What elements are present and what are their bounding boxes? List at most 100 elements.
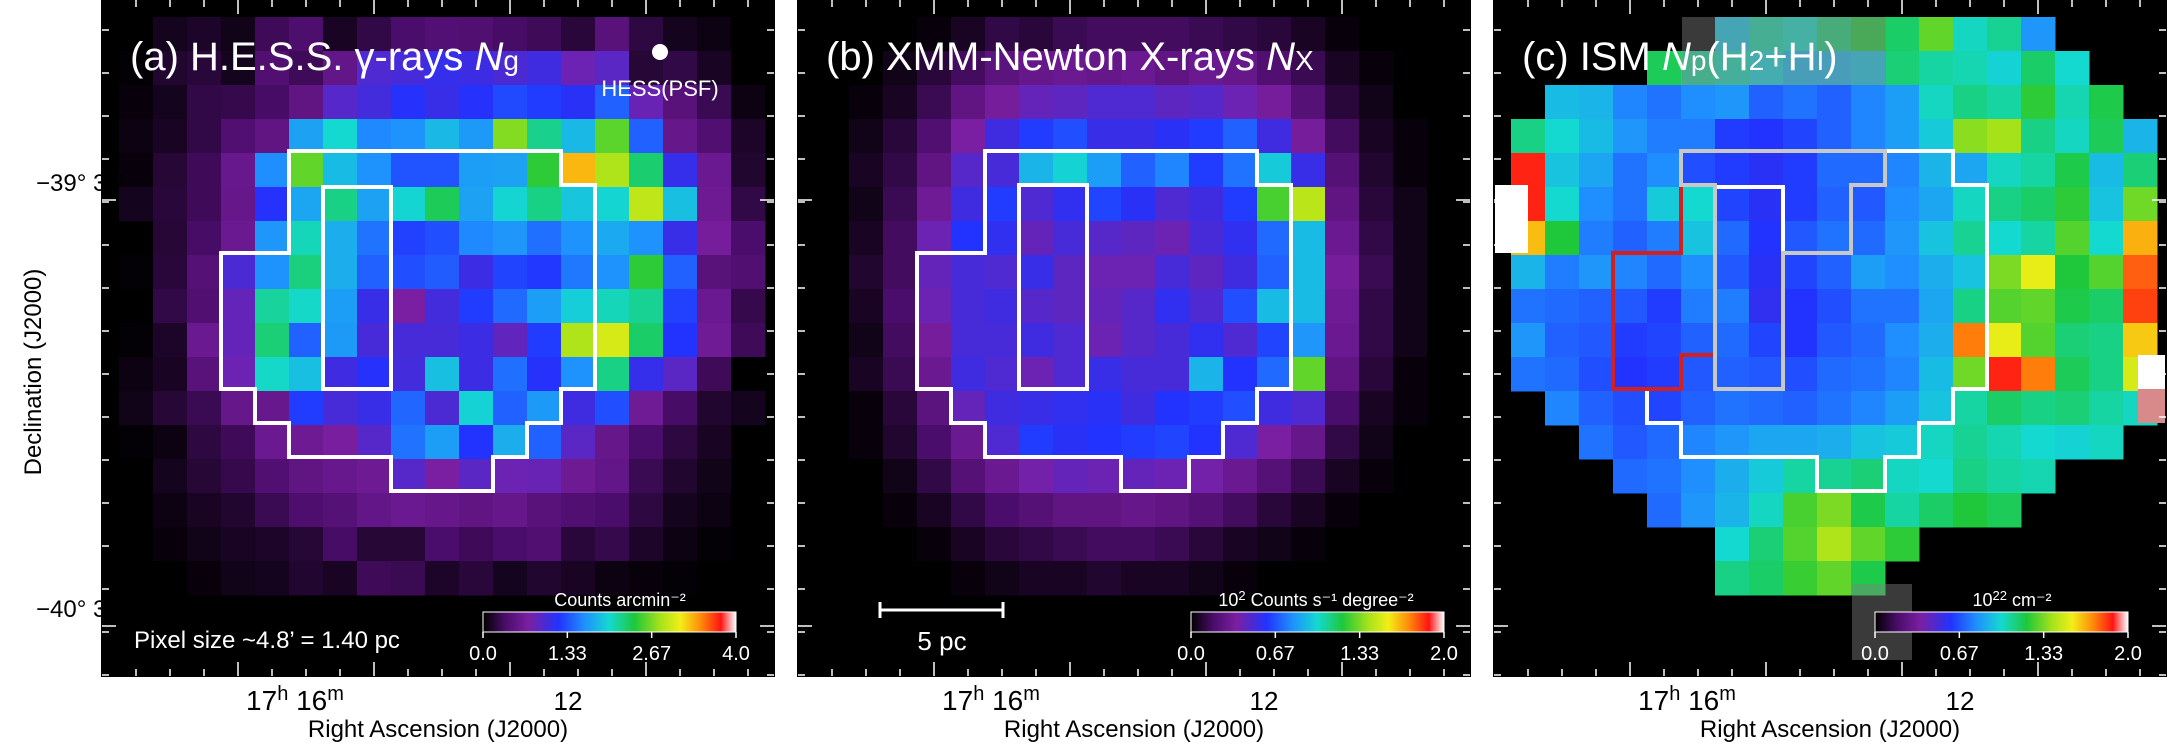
heatmap-cell <box>153 153 188 188</box>
heatmap-cell <box>1987 51 2022 86</box>
heatmap-cell <box>2021 391 2056 426</box>
heatmap-cell <box>1545 119 1580 154</box>
heatmap-cell <box>985 323 1020 358</box>
heatmap-cell <box>323 153 358 188</box>
heatmap-cell <box>1155 527 1190 562</box>
heatmap-cell <box>1817 561 1852 596</box>
panel-b-axis-ticks <box>798 0 1470 676</box>
heatmap-cell <box>1393 323 1428 358</box>
heatmap-cell <box>1919 221 1954 256</box>
heatmap-cell <box>221 561 256 596</box>
heatmap-cell <box>595 187 630 222</box>
heatmap-cell <box>1681 459 1716 494</box>
heatmap-cell <box>1783 561 1818 596</box>
heatmap-cell <box>1783 493 1818 528</box>
heatmap-cell <box>1121 561 1156 596</box>
heatmap-cell <box>1427 51 1462 86</box>
heatmap-cell <box>1121 425 1156 460</box>
heatmap-cell <box>1987 357 2022 392</box>
heatmap-cell <box>493 17 528 52</box>
heatmap-cell <box>1155 493 1190 528</box>
heatmap-cell <box>2089 119 2124 154</box>
heatmap-cell <box>1953 323 1988 358</box>
heatmap-cell <box>255 323 290 358</box>
heatmap-cell <box>357 51 392 86</box>
heatmap-cell <box>849 153 884 188</box>
heatmap-cell <box>391 493 426 528</box>
heatmap-cell <box>629 425 664 460</box>
heatmap-cell <box>1019 391 1054 426</box>
heatmap-cell <box>1715 493 1750 528</box>
heatmap-cell <box>883 51 918 86</box>
heatmap-cell <box>2055 85 2090 120</box>
heatmap-cell <box>1223 323 1258 358</box>
heatmap-cell <box>1325 187 1360 222</box>
heatmap-cell <box>527 493 562 528</box>
heatmap-cell <box>1579 425 1614 460</box>
heatmap-cell <box>1223 187 1258 222</box>
heatmap-cell <box>493 153 528 188</box>
panel-c-top-overlay <box>1682 17 1886 85</box>
heatmap-cell <box>1121 85 1156 120</box>
heatmap-cell <box>289 459 324 494</box>
panel-b-colorbar-bar <box>1190 611 1445 633</box>
heatmap-cell <box>1223 17 1258 52</box>
heatmap-cell <box>1087 17 1122 52</box>
heatmap-cell <box>323 459 358 494</box>
heatmap-cell <box>2089 357 2124 392</box>
heatmap-cell <box>1257 85 1292 120</box>
heatmap-cell <box>1155 51 1190 86</box>
heatmap-cell <box>323 85 358 120</box>
heatmap-cell <box>1817 85 1852 120</box>
heatmap-cell <box>697 459 732 494</box>
heatmap-cell <box>1647 221 1682 256</box>
heatmap-cell <box>1579 357 1614 392</box>
heatmap-cell <box>2021 459 2056 494</box>
heatmap-cell <box>731 391 766 426</box>
heatmap-cell <box>1545 289 1580 324</box>
heatmap-cell <box>119 153 154 188</box>
heatmap-cell <box>1393 425 1428 460</box>
heatmap-cell <box>1987 459 2022 494</box>
heatmap-cell <box>1427 85 1462 120</box>
heatmap-cell <box>1053 119 1088 154</box>
heatmap-cell <box>323 289 358 324</box>
heatmap-cell <box>849 459 884 494</box>
heatmap-cell <box>1579 85 1614 120</box>
heatmap-cell <box>1613 119 1648 154</box>
heatmap-cell <box>1189 85 1224 120</box>
heatmap-cell <box>1427 153 1462 188</box>
heatmap-cell <box>1953 17 1988 52</box>
heatmap-cell <box>391 323 426 358</box>
colorbar-tick-label: 0.0 <box>1861 643 1889 665</box>
heatmap-cell <box>1783 221 1818 256</box>
heatmap-cell <box>323 255 358 290</box>
y-axis-label-text: Declination (J2000) <box>20 268 47 476</box>
heatmap-cell <box>493 425 528 460</box>
heatmap-cell <box>917 459 952 494</box>
heatmap-cell <box>1427 459 1462 494</box>
heatmap-cell <box>1121 51 1156 86</box>
heatmap-cell <box>985 85 1020 120</box>
heatmap-cell <box>1393 119 1428 154</box>
heatmap-cell <box>221 357 256 392</box>
heatmap-cell <box>1545 357 1580 392</box>
heatmap-cell <box>1325 391 1360 426</box>
heatmap-cell <box>951 51 986 86</box>
heatmap-cell <box>527 357 562 392</box>
heatmap-cell <box>1919 17 1954 52</box>
heatmap-cell <box>815 459 850 494</box>
heatmap-cell <box>917 221 952 256</box>
heatmap-cell <box>391 459 426 494</box>
heatmap-cell <box>985 391 1020 426</box>
heatmap-cell <box>527 459 562 494</box>
heatmap-cell <box>2123 187 2158 222</box>
heatmap-cell <box>459 527 494 562</box>
heatmap-cell <box>1817 425 1852 460</box>
heatmap-cell <box>255 255 290 290</box>
heatmap-cell <box>493 187 528 222</box>
heatmap-cell <box>1291 323 1326 358</box>
heatmap-cell <box>1121 255 1156 290</box>
heatmap-cell <box>459 425 494 460</box>
heatmap-cell <box>2021 51 2056 86</box>
